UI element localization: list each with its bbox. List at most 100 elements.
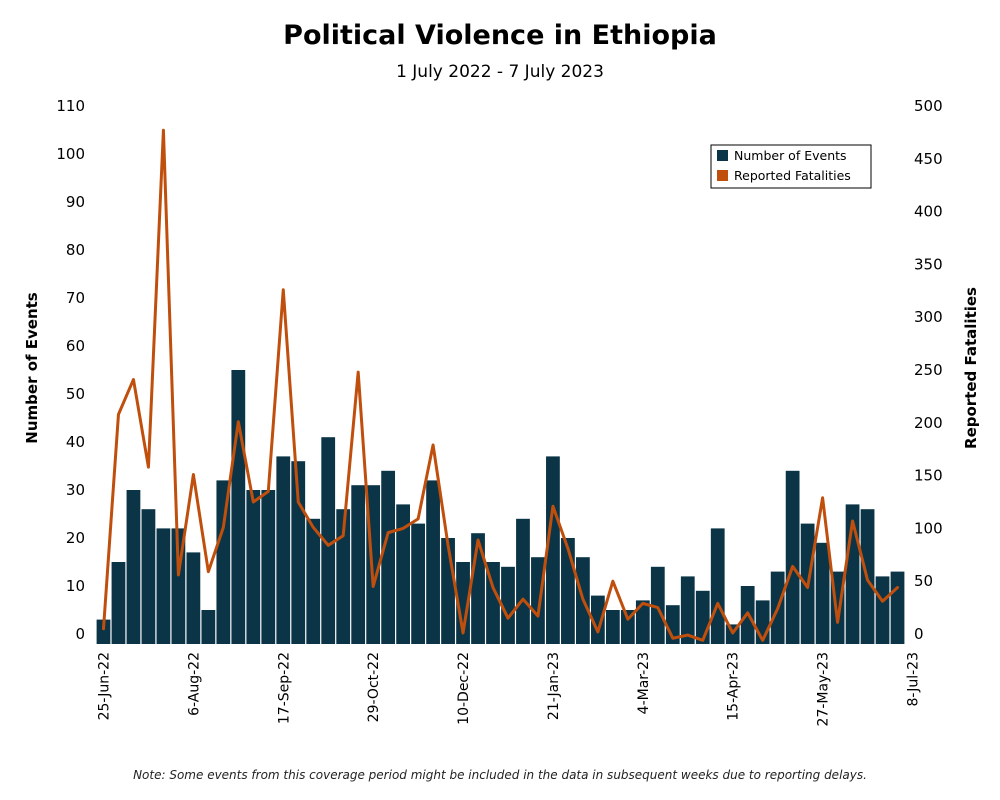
footnote: Note: Some events from this coverage per…: [133, 768, 867, 782]
left-tick-label: 20: [66, 529, 85, 547]
x-tick-label: 21-Jan-23: [546, 652, 562, 720]
fatalities-point: [237, 420, 240, 423]
right-tick-label: 0: [914, 625, 924, 643]
left-tick-label: 30: [66, 481, 85, 499]
event-bar: [590, 595, 605, 644]
fatalities-point: [627, 618, 629, 621]
event-bar: [890, 571, 905, 644]
fatalities-point: [492, 586, 494, 589]
x-tick-label: 8-Jul-23: [905, 652, 921, 707]
right-tick-label: 100: [914, 519, 943, 537]
fatalities-point: [881, 600, 884, 603]
chart-subtitle: 1 July 2022 - 7 July 2023: [396, 62, 604, 82]
fatalities-point: [372, 585, 374, 588]
fatalities-point: [132, 378, 135, 381]
event-bar: [695, 590, 710, 644]
fatalities-point: [177, 574, 180, 576]
event-bar: [246, 490, 261, 644]
right-tick-label: 400: [914, 203, 943, 221]
fatalities-point: [102, 627, 105, 630]
fatalities-point: [896, 586, 899, 589]
right-tick-label: 150: [914, 467, 943, 485]
right-tick-label: 350: [914, 255, 943, 273]
fatalities-point: [612, 580, 614, 582]
fatalities-point: [192, 473, 195, 476]
fatalities-point: [671, 637, 674, 640]
x-tick-label: 25-Jun-22: [96, 652, 112, 720]
fatalities-line: [101, 128, 900, 642]
fatalities-point: [657, 606, 659, 609]
right-axis-ticks: 0 50 100 150 200 250 300 350 400 450 500: [914, 97, 943, 643]
fatalities-point: [776, 607, 779, 610]
left-tick-label: 70: [66, 289, 85, 307]
event-bar: [111, 562, 126, 644]
event-bar: [546, 456, 560, 644]
left-tick-label: 10: [66, 577, 85, 595]
fatalities-point: [252, 501, 255, 503]
event-bar: [306, 518, 321, 644]
left-tick-label: 40: [66, 433, 85, 451]
left-axis-title: Number of Events: [23, 292, 41, 443]
right-tick-label: 450: [914, 150, 943, 168]
fatalities-point: [567, 547, 569, 550]
x-tick-label: 4-Mar-23: [636, 652, 652, 714]
fatalities-point: [686, 634, 689, 636]
event-bar: [276, 456, 291, 644]
left-tick-label: 110: [56, 97, 85, 115]
fatalities-point: [282, 288, 285, 291]
event-bar: [156, 528, 171, 644]
event-bar: [351, 485, 366, 644]
fatalities-point: [791, 565, 794, 568]
right-tick-label: 500: [914, 97, 943, 115]
event-bar: [216, 480, 231, 644]
fatalities-point: [642, 602, 644, 605]
left-axis-ticks: 0 10 20 30 40 50 60 70 80 90 100 110: [56, 97, 85, 643]
event-bar: [531, 557, 545, 644]
event-bar: [186, 552, 201, 644]
event-bar: [501, 566, 515, 644]
fatalities-point: [432, 444, 434, 446]
left-tick-label: 80: [66, 241, 85, 259]
fatalities-point: [342, 534, 344, 537]
event-bar: [336, 509, 351, 644]
fatalities-point: [866, 579, 869, 581]
x-tick-label: 10-Dec-22: [456, 652, 472, 725]
event-bar: [635, 600, 650, 644]
fatalities-point: [222, 526, 225, 529]
event-bar: [620, 610, 635, 644]
fatalities-point: [731, 632, 734, 634]
right-tick-label: 200: [914, 414, 943, 432]
event-bar: [96, 619, 111, 644]
left-tick-label: 90: [66, 193, 85, 211]
fatalities-point: [761, 639, 764, 642]
legend-swatch-fatalities: [717, 170, 728, 181]
right-tick-label: 250: [914, 361, 943, 379]
event-bar: [261, 490, 276, 644]
fatalities-point: [417, 518, 419, 520]
legend-label-fatalities: Reported Fatalities: [734, 168, 851, 183]
event-bar: [126, 490, 141, 644]
legend: Number of Events Reported Fatalities: [710, 144, 872, 189]
right-axis-title: Reported Fatalities: [962, 287, 980, 449]
left-tick-label: 100: [56, 145, 85, 163]
right-tick-label: 300: [914, 308, 943, 326]
fatalities-point: [836, 621, 839, 624]
event-bar: [381, 470, 396, 644]
chart-title: Political Violence in Ethiopia: [283, 20, 717, 51]
fatalities-point: [537, 615, 539, 617]
event-bar: [815, 542, 830, 644]
event-bar: [680, 576, 695, 644]
fatalities-point: [582, 598, 584, 600]
legend-label-events: Number of Events: [734, 148, 847, 163]
event-bar: [605, 610, 620, 644]
event-bar: [516, 518, 530, 644]
fatalities-point: [597, 631, 599, 633]
legend-swatch-events: [717, 150, 728, 161]
fatalities-point: [447, 544, 449, 547]
fatalities-point: [207, 570, 210, 573]
left-tick-label: 50: [66, 385, 85, 403]
event-bar: [875, 576, 890, 644]
fatalities-point: [806, 586, 809, 589]
fatalities-point: [297, 501, 300, 503]
